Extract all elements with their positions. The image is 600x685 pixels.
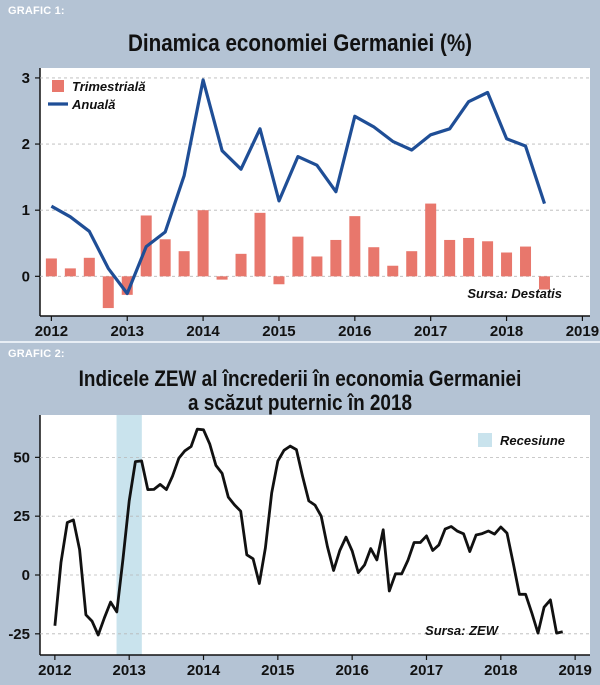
- chart-1-x-tick-label: 2013: [111, 323, 144, 340]
- chart-1-bar: [64, 268, 76, 277]
- chart-1-annual-line: [50, 78, 547, 296]
- chart-1-x-tick-label: 2017: [414, 323, 447, 340]
- chart-1-source: Sursa: Destatis: [467, 286, 562, 301]
- chart-1-bar: [178, 251, 190, 277]
- chart-2-x-tick-label: 2013: [113, 662, 146, 679]
- chart-1-bar: [235, 253, 247, 277]
- chart-2-x-tick-label: 2017: [410, 662, 443, 679]
- chart-1-legend-bar-label: Trimestrială: [72, 79, 145, 94]
- chart-2-x-tick-label: 2019: [558, 662, 591, 679]
- chart-1-x-tick-label: 2016: [338, 323, 371, 340]
- chart-1-x-tick-label: 2014: [186, 323, 220, 340]
- chart-1-legend-bar-swatch: [52, 80, 64, 92]
- chart-1-legend-line-label: Anuală: [71, 97, 115, 112]
- chart-1-panel: GRAFIC 1: Dinamica economiei Germaniei (…: [0, 0, 600, 342]
- chart-2-legend-recession-swatch: [478, 433, 492, 447]
- chart-1-bar: [444, 239, 456, 277]
- chart-1-y-tick-label: 0: [22, 268, 30, 285]
- chart-1-bar: [159, 239, 171, 277]
- chart-1-bar: [83, 257, 95, 277]
- chart-1-x-tick-label: 2015: [262, 323, 295, 340]
- chart-1-bar: [121, 276, 133, 295]
- chart-1-bar: [425, 203, 437, 277]
- chart-1-bar: [292, 236, 304, 277]
- chart-1-x-tick-label: 2019: [566, 323, 599, 340]
- chart-1-bar: [254, 212, 266, 277]
- chart-2-y-tick-label: 0: [22, 567, 30, 584]
- chart-1-bar: [387, 265, 399, 277]
- chart-1-title: Dinamica economiei Germaniei (%): [127, 30, 473, 57]
- chart-2-label: GRAFIC 2:: [8, 348, 65, 360]
- chart-1-bar: [538, 276, 550, 290]
- chart-2-recession-band: [116, 415, 142, 655]
- chart-1-bar: [349, 216, 361, 277]
- chart-2-panel: GRAFIC 2: Indicele ZEW al încrederii în …: [0, 343, 600, 685]
- chart-2-title: Indicele ZEW al încrederii în economia G…: [78, 366, 522, 391]
- chart-2-subtitle: a scăzut puternic în 2018: [188, 390, 412, 415]
- chart-2-y-tick-label: -25: [8, 626, 30, 643]
- chart-1-bar: [368, 247, 380, 277]
- chart-2-source: Sursa: ZEW: [425, 623, 500, 638]
- chart-1-bar: [273, 276, 285, 285]
- chart-1-y-tick-label: 2: [22, 136, 30, 153]
- chart-1-x-tick-label: 2012: [35, 323, 68, 340]
- chart-1-y-tick-label: 3: [22, 70, 30, 87]
- chart-1-y-tick-label: 1: [22, 202, 30, 219]
- chart-1-bar: [311, 256, 323, 277]
- chart-2-svg: -25 0 25 50 2012 2013 2014 2015 2016 2017 2018 2019…: [8, 415, 592, 679]
- chart-1-bar: [216, 276, 228, 280]
- chart-1-bar: [406, 251, 418, 277]
- chart-1-x-tick-label: 2018: [490, 323, 523, 340]
- chart-1-label: GRAFIC 1:: [8, 5, 65, 17]
- panel-divider: [0, 341, 600, 343]
- chart-1-bar: [520, 246, 532, 277]
- chart-2-y-tick-label: 50: [13, 449, 30, 466]
- chart-2-y-tick-label: 25: [13, 508, 30, 525]
- chart-2-x-tick-label: 2016: [335, 662, 368, 679]
- chart-1-bar: [102, 276, 114, 309]
- chart-1-bar: [45, 258, 57, 277]
- chart-1-bar: [463, 237, 475, 277]
- chart-2-legend-recession-label: Recesiune: [500, 433, 565, 448]
- chart-2-x-tick-label: 2012: [38, 662, 71, 679]
- chart-2-x-tick-label: 2014: [187, 662, 221, 679]
- chart-1-bar: [482, 241, 494, 277]
- chart-2-x-tick-label: 2018: [484, 662, 517, 679]
- chart-2-zew-line: [53, 427, 564, 637]
- chart-2-x-tick-label: 2015: [261, 662, 294, 679]
- chart-1-svg: 0 1 2 3 2012 2013 2014 2015 2016 2017 2018 2019 Trim…: [22, 68, 599, 340]
- chart-1-bar: [197, 210, 209, 277]
- chart-1-bar: [501, 252, 513, 277]
- chart-1-bar: [330, 239, 342, 277]
